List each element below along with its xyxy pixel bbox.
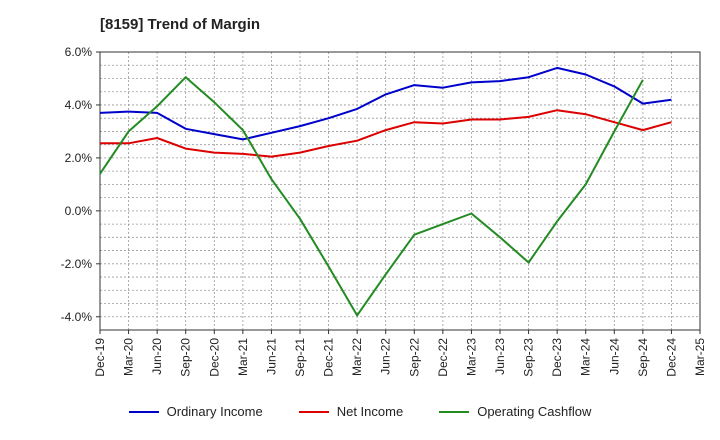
y-tick-label: -4.0% xyxy=(61,310,93,324)
chart-legend: Ordinary Income Net Income Operating Cashf… xyxy=(0,404,720,419)
y-tick-label: -2.0% xyxy=(61,257,93,271)
x-tick-label: Dec-20 xyxy=(207,338,221,377)
x-tick-label: Sep-21 xyxy=(293,338,307,377)
legend-item-operating-cashflow: Operating Cashflow xyxy=(439,404,591,419)
x-tick-label: Dec-21 xyxy=(322,338,336,377)
y-tick-label: 4.0% xyxy=(65,98,93,112)
x-tick-label: Mar-20 xyxy=(122,338,136,376)
x-tick-label: Jun-23 xyxy=(493,338,507,375)
legend-label: Net Income xyxy=(336,404,404,419)
legend-label: Operating Cashflow xyxy=(477,404,592,419)
x-tick-label: Sep-20 xyxy=(179,338,193,377)
legend-swatch xyxy=(128,410,159,413)
x-tick-label: Sep-23 xyxy=(522,338,536,377)
legend-swatch xyxy=(298,410,329,413)
series-line-net-income xyxy=(100,109,672,158)
y-tick-label: 6.0% xyxy=(65,45,93,59)
plot-frame xyxy=(99,51,701,331)
x-tick-label: Dec-24 xyxy=(664,338,678,377)
chart-title: [8159] Trend of Margin xyxy=(100,16,261,33)
x-tick-label: Jun-22 xyxy=(379,338,393,375)
legend-swatch xyxy=(439,410,470,413)
y-tick-label: 2.0% xyxy=(65,151,93,165)
x-tick-label: Jun-24 xyxy=(607,338,621,375)
x-tick-label: Jun-21 xyxy=(264,338,278,375)
x-tick-label: Sep-22 xyxy=(407,338,421,377)
series-line-ordinary-income xyxy=(99,66,672,141)
legend-item-net-income: Net Income xyxy=(298,404,404,419)
x-tick-label: Mar-24 xyxy=(579,338,593,376)
x-tick-label: Mar-21 xyxy=(236,338,250,376)
x-tick-label: Dec-23 xyxy=(550,338,564,377)
y-tick-label: 0.0% xyxy=(65,204,93,218)
x-tick-label: Mar-25 xyxy=(693,338,707,376)
x-tick-label: Dec-19 xyxy=(93,338,107,377)
legend-item-ordinary-income: Ordinary Income xyxy=(128,404,263,419)
legend-label: Ordinary Income xyxy=(166,404,263,419)
x-tick-label: Sep-24 xyxy=(636,338,650,377)
series-line-operating-cashflow xyxy=(99,76,644,317)
x-tick-label: Jun-20 xyxy=(150,338,164,375)
plot-area xyxy=(100,52,700,330)
x-tick-label: Dec-22 xyxy=(436,338,450,377)
x-tick-label: Mar-22 xyxy=(350,338,364,376)
x-tick-label: Mar-23 xyxy=(464,338,478,376)
